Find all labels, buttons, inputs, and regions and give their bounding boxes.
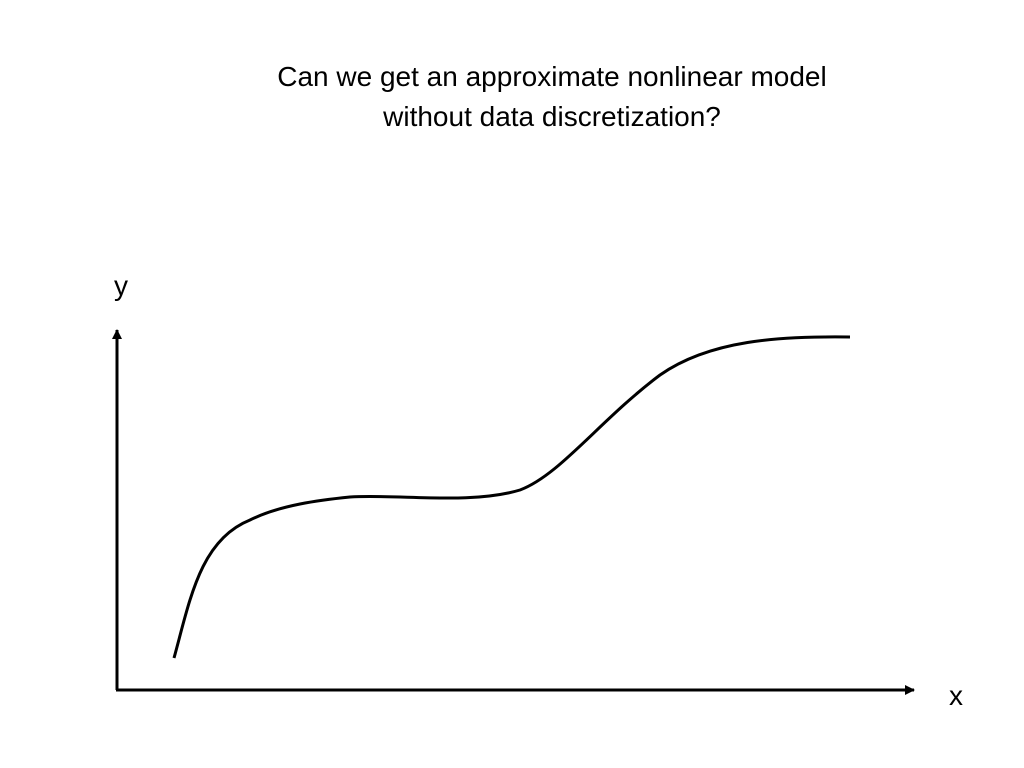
curve [172,335,851,659]
title-line: Can we get an approximate nonlinear mode… [277,61,826,92]
x-axis-label: x [949,680,963,711]
title-line: without data discretization? [382,101,721,132]
y-axis-label: y [114,270,128,301]
